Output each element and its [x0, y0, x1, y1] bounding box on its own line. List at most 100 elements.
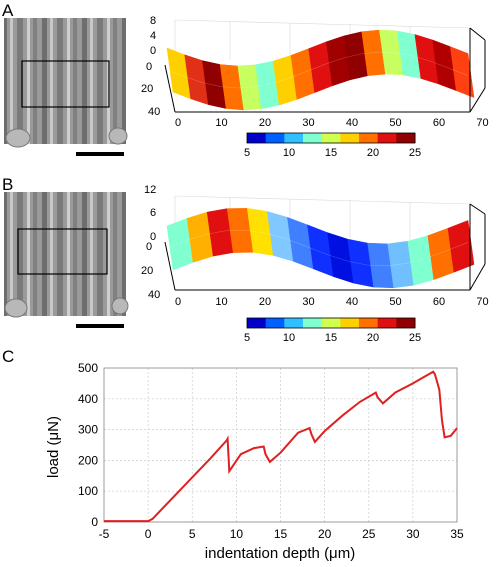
micrograph-a — [4, 18, 128, 156]
z-tick-a-2: 0 — [150, 45, 156, 57]
colorbar-segment — [303, 133, 323, 143]
surface-b-mesh-line — [427, 249, 449, 258]
surface-a-mesh-line — [379, 51, 398, 54]
y-tick-b-1: 20 — [141, 265, 153, 277]
surface-x-tick: 70 — [476, 117, 488, 129]
surface-b-mesh-line — [207, 230, 228, 235]
surface-a-mesh-line — [450, 68, 469, 76]
surface-plot-a: 8 4 0 0 20 40 0 10 20 30 40 50 60 70 — [141, 15, 489, 129]
micrograph-b — [4, 192, 129, 328]
surface-a-mesh-line — [166, 69, 185, 78]
surface-b-mesh-line — [267, 233, 288, 240]
surface-a-mesh-line — [414, 56, 433, 63]
surface-b-mesh-line — [166, 240, 188, 249]
x-tick-label: 30 — [406, 527, 420, 541]
colorbar-segment — [247, 133, 267, 143]
surface-b-cell — [447, 220, 475, 273]
y-tick-label: 400 — [78, 392, 98, 406]
x-tick-label: 25 — [362, 527, 376, 541]
surface-x-tick: 60 — [433, 296, 445, 308]
y-tick-label: 500 — [78, 361, 98, 375]
surface-b-mesh-line — [347, 260, 368, 266]
surface-x-tick: 10 — [215, 117, 227, 129]
colorbar-segment — [396, 318, 416, 328]
surface-a-mesh-line — [273, 77, 292, 84]
surface-b-mesh-line — [307, 246, 328, 255]
surface-a-cell — [449, 46, 475, 98]
colorbar-segment — [265, 318, 285, 328]
y-tick-b-2: 40 — [148, 289, 160, 301]
colorbar-tick: 15 — [325, 147, 337, 159]
surface-x-tick: 30 — [302, 117, 314, 129]
roi-box-a — [21, 60, 110, 108]
roi-box-b — [17, 228, 108, 275]
surface-a-mesh-line — [202, 82, 221, 87]
surface-b-mesh-line — [327, 254, 348, 262]
colorbar-tick: 20 — [367, 147, 379, 159]
y-tick-b-0: 0 — [146, 241, 152, 253]
x-axis-label: indentation depth (μm) — [205, 545, 355, 562]
colorbar-tick: 10 — [283, 332, 295, 344]
y-tick-a-0: 0 — [146, 61, 152, 73]
surface-plot-b: 12 6 0 0 20 40 0 10 20 30 40 50 60 70 — [141, 184, 489, 308]
colorbar-segment — [265, 133, 285, 143]
colorbar-segment — [247, 318, 267, 328]
colorbar-segment — [359, 318, 379, 328]
surface-x-tick: 70 — [476, 296, 488, 308]
surface-x-tick: 40 — [346, 296, 358, 308]
colorbar-tick: 5 — [244, 147, 250, 159]
surface-b-mesh-line — [407, 257, 428, 264]
y-tick-label: 0 — [91, 515, 98, 529]
surface-x-tick: 50 — [389, 117, 401, 129]
z-tick-a-1: 4 — [150, 30, 156, 42]
panel-letter-c: C — [2, 347, 14, 366]
z-tick-b-2: 0 — [150, 231, 156, 243]
colorbar-tick: 25 — [409, 147, 421, 159]
scale-bar-b — [76, 324, 124, 328]
z-tick-b-0: 12 — [144, 184, 156, 196]
colorbar-segment — [340, 318, 360, 328]
colorbar-segment — [321, 318, 341, 328]
surface-a-mesh-line — [343, 53, 362, 59]
x-tick-label: 10 — [230, 527, 244, 541]
colorbar-tick: 25 — [409, 332, 421, 344]
x-tick-label: -5 — [99, 527, 110, 541]
colorbar-segment — [396, 133, 416, 143]
surface-a-mesh-line — [290, 70, 309, 78]
surface-a-mesh-line — [184, 76, 203, 83]
surface-a-mesh-line — [397, 52, 415, 57]
colorbar-segment — [321, 133, 341, 143]
colorbar-tick: 20 — [367, 332, 379, 344]
surface-x-tick: 50 — [389, 296, 401, 308]
panel-letter-a: A — [2, 1, 14, 20]
surface-x-tick: 0 — [175, 296, 181, 308]
y-tick-a-2: 40 — [148, 106, 160, 118]
series-load-curve — [104, 370, 458, 523]
colorbar-segment — [303, 318, 323, 328]
x-tick-label: 5 — [189, 527, 196, 541]
x-tick-label: 20 — [318, 527, 332, 541]
surface-a-mesh-line — [326, 57, 345, 65]
surface-a-mesh-line — [220, 86, 238, 89]
surface-x-tick: 60 — [433, 117, 445, 129]
surface-b-mesh-line — [287, 239, 308, 248]
surface-a-mesh-line — [237, 86, 256, 89]
colorbar-frame — [246, 132, 416, 144]
surface-b-mesh-line — [447, 242, 469, 251]
colorbar-tick: 5 — [244, 332, 250, 344]
colorbar-frame — [246, 317, 416, 329]
surface-a-mesh-line — [432, 61, 451, 69]
surface-x-tick: 30 — [302, 296, 314, 308]
surface-b-cell — [307, 224, 334, 278]
surface-x-tick: 10 — [215, 296, 227, 308]
scale-bar-a — [76, 152, 124, 156]
z-tick-b-1: 6 — [150, 207, 156, 219]
colorbar-segment — [284, 318, 304, 328]
surface-b-mesh-line — [247, 230, 268, 234]
y-axis-label: load (μN) — [45, 416, 62, 478]
surface-b-mesh-line — [387, 262, 408, 267]
y-tick-label: 300 — [78, 423, 98, 437]
colorbar-tick: 15 — [325, 332, 337, 344]
colorbar-segment — [377, 318, 397, 328]
